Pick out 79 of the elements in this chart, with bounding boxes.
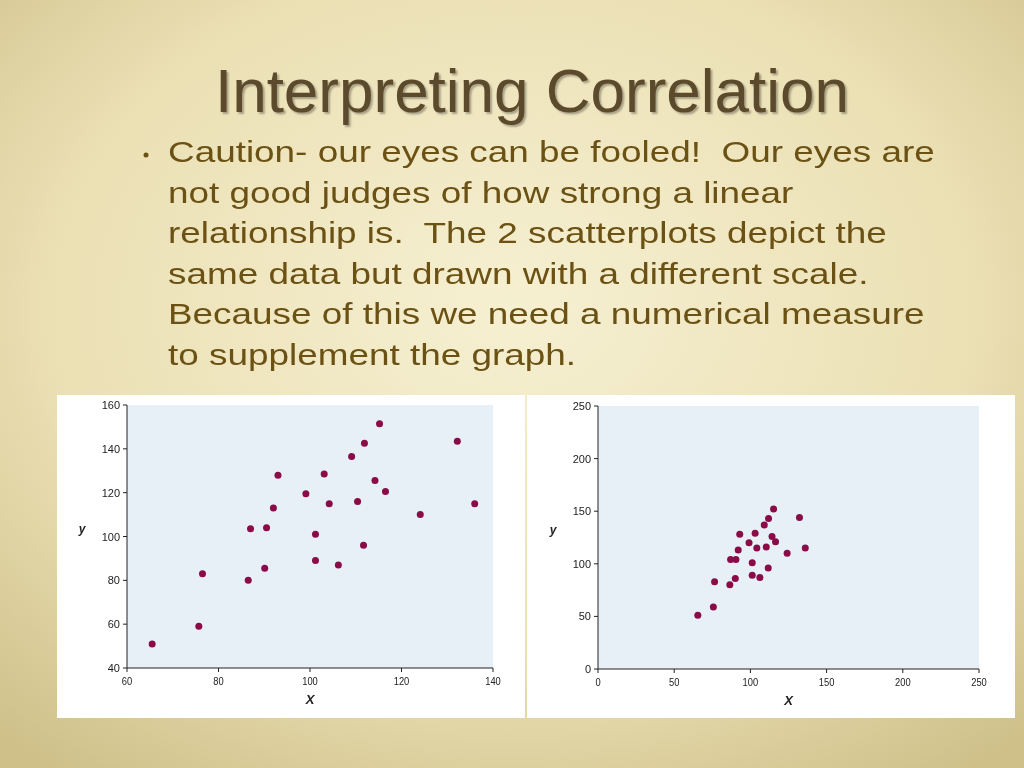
x-tick-label: 150 — [818, 676, 835, 689]
point — [334, 561, 342, 569]
point — [726, 581, 734, 589]
point — [360, 439, 368, 447]
point — [244, 576, 252, 584]
point — [471, 500, 479, 508]
point — [371, 477, 379, 485]
point — [195, 622, 203, 630]
y-tick-label: 120 — [101, 486, 120, 499]
point — [736, 530, 744, 538]
y-tick-label: 40 — [107, 662, 120, 674]
point — [376, 420, 384, 428]
point — [795, 514, 803, 522]
point — [261, 564, 269, 572]
point — [148, 640, 156, 648]
point — [354, 497, 362, 505]
point — [416, 511, 424, 519]
x-tick-label: 0 — [595, 676, 601, 689]
point — [764, 564, 772, 572]
point — [748, 559, 756, 567]
point — [760, 521, 768, 529]
point — [801, 544, 809, 552]
point — [694, 611, 702, 619]
x-tick-label: 200 — [895, 676, 911, 689]
y-tick-label: 140 — [101, 442, 120, 455]
point — [751, 529, 759, 537]
point — [198, 570, 206, 578]
x-tick-label: 250 — [971, 676, 988, 689]
point — [756, 573, 764, 581]
x-tick-label: 100 — [742, 676, 759, 689]
point — [263, 524, 271, 532]
point — [732, 556, 740, 564]
point — [311, 530, 319, 538]
point — [274, 471, 282, 479]
y-tick-label: 250 — [572, 400, 591, 412]
point — [348, 453, 356, 460]
chart-title: Interpreting Correlation — [214, 56, 850, 125]
y-tick-label: 80 — [107, 574, 120, 587]
point — [762, 543, 770, 551]
point — [783, 549, 791, 557]
point — [709, 603, 717, 611]
point — [748, 571, 756, 579]
x-axis-title: X — [304, 692, 316, 707]
x-tick-label: 50 — [669, 676, 680, 689]
y-tick-label: 50 — [578, 610, 591, 623]
y-axis-title: y — [77, 521, 87, 536]
y-tick-label: 100 — [572, 557, 591, 570]
y-tick-label: 160 — [101, 399, 120, 411]
text: Caution- our eyes can be fooled! Our eyes are not good judges of how strong a linear relationship is. The 2 scatterplots depict the same data but drawn with a different scale. Because of this we need a numerical measure to supplement the graph. — [168, 135, 935, 371]
point — [381, 488, 389, 496]
x-tick-label: 140 — [485, 675, 502, 688]
point — [269, 504, 277, 512]
point — [745, 539, 753, 547]
point — [734, 546, 742, 554]
y-tick-label: 60 — [107, 618, 120, 631]
point — [753, 544, 761, 552]
y-tick-label: 200 — [572, 452, 591, 465]
point — [731, 575, 739, 583]
y-tick-label: 150 — [572, 505, 591, 518]
point — [453, 437, 461, 445]
x-tick-label: 100 — [302, 675, 319, 688]
x-tick-label: 120 — [393, 675, 410, 688]
x-tick-label: 60 — [121, 675, 133, 688]
point — [320, 470, 328, 478]
point — [360, 541, 368, 549]
point — [311, 557, 319, 565]
point — [247, 525, 255, 533]
y-tick-label: 0 — [584, 663, 591, 675]
point — [765, 515, 773, 523]
point — [302, 490, 310, 498]
y-tick-label: 100 — [101, 530, 120, 543]
point — [325, 500, 333, 508]
point — [772, 538, 780, 546]
point — [770, 505, 778, 513]
x-axis-title: X — [783, 693, 795, 708]
point — [711, 578, 719, 586]
point — [768, 532, 776, 540]
x-tick-label: 80 — [213, 675, 224, 688]
y-axis-title: y — [548, 522, 558, 537]
